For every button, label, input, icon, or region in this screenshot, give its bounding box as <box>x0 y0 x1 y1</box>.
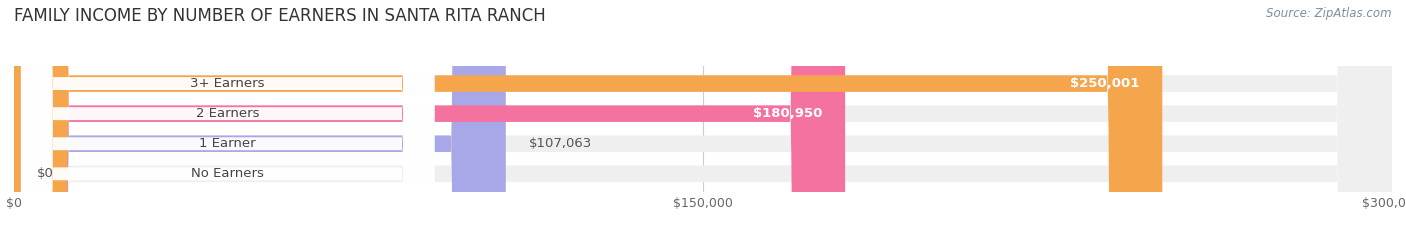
Text: $107,063: $107,063 <box>529 137 592 150</box>
FancyBboxPatch shape <box>21 0 434 234</box>
FancyBboxPatch shape <box>14 0 1392 234</box>
Text: Source: ZipAtlas.com: Source: ZipAtlas.com <box>1267 7 1392 20</box>
FancyBboxPatch shape <box>14 0 845 234</box>
Text: FAMILY INCOME BY NUMBER OF EARNERS IN SANTA RITA RANCH: FAMILY INCOME BY NUMBER OF EARNERS IN SA… <box>14 7 546 25</box>
FancyBboxPatch shape <box>14 0 1392 234</box>
FancyBboxPatch shape <box>14 0 1163 234</box>
FancyBboxPatch shape <box>21 0 434 234</box>
Text: $0: $0 <box>37 167 53 180</box>
FancyBboxPatch shape <box>21 0 434 234</box>
FancyBboxPatch shape <box>14 0 1392 234</box>
FancyBboxPatch shape <box>14 0 506 234</box>
Text: No Earners: No Earners <box>191 167 264 180</box>
Text: 3+ Earners: 3+ Earners <box>190 77 264 90</box>
Text: $180,950: $180,950 <box>752 107 823 120</box>
Text: 1 Earner: 1 Earner <box>200 137 256 150</box>
FancyBboxPatch shape <box>14 0 1392 234</box>
FancyBboxPatch shape <box>21 0 434 234</box>
Text: $250,001: $250,001 <box>1070 77 1139 90</box>
Text: 2 Earners: 2 Earners <box>195 107 259 120</box>
